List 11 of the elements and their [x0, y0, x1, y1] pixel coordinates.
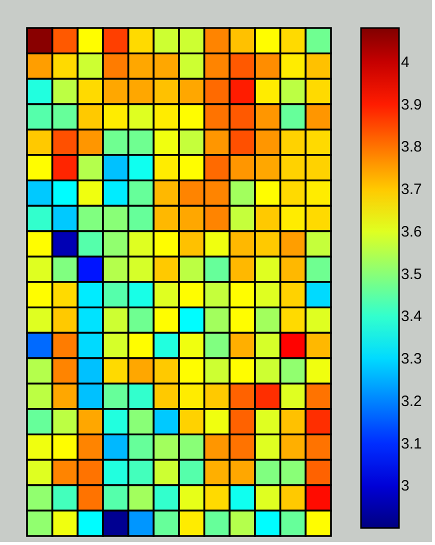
color-bar-label: 3.1: [401, 435, 422, 452]
color-bar-label: 3: [401, 478, 410, 495]
color-bar-label: 3.8: [401, 138, 422, 156]
color-bar-label: 3.7: [401, 181, 422, 198]
color-bar-label: 3.3: [401, 350, 422, 368]
color-bar-label: 3.2: [401, 392, 422, 410]
color-bar-label: 3.9: [401, 96, 422, 114]
color-bar-label: 3.4: [401, 308, 422, 326]
color-bar-label: 3.6: [401, 223, 422, 240]
color-bar-label: 4: [401, 54, 410, 71]
color-bar-label: 3.5: [401, 266, 422, 283]
